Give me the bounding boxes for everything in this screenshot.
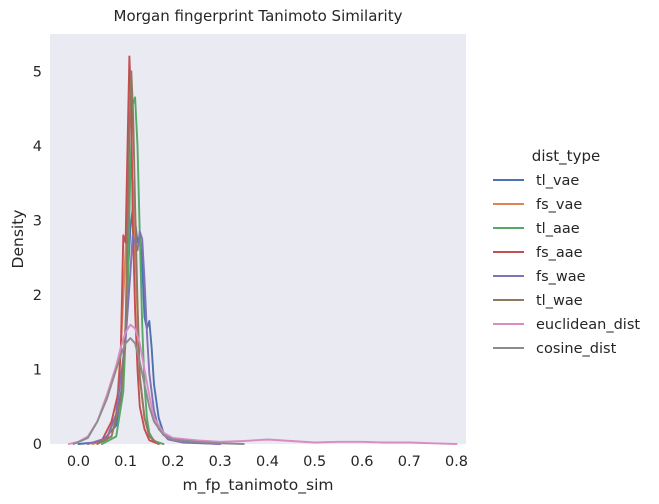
series-line-cosine-dist (72, 337, 245, 445)
y-axis-label: Density (9, 210, 27, 269)
series-line-fs-aae (86, 55, 160, 445)
chart-title: Morgan fingerprint Tanimoto Similarity (114, 7, 403, 25)
legend-label-tl-wae: tl_wae (536, 293, 583, 309)
legend-label-tl-vae: tl_vae (536, 173, 579, 189)
y-tick-label: 5 (33, 64, 42, 80)
series-line-euclidean-dist (67, 323, 458, 445)
legend-label-tl-aae: tl_aae (536, 221, 580, 237)
x-tick-label: 0.6 (350, 454, 373, 470)
series-line-tl-aae (101, 96, 165, 445)
y-tick-label: 3 (33, 213, 42, 229)
legend-label-cosine-dist: cosine_dist (536, 341, 617, 357)
x-axis-ticks: 0.0 0.1 0.2 0.3 0.4 0.5 0.6 0.7 0.8 (67, 454, 468, 470)
y-tick-label: 0 (33, 437, 42, 453)
y-tick-label: 1 (33, 363, 42, 379)
x-tick-label: 0.2 (161, 454, 184, 470)
legend-label-fs-aae: fs_aae (536, 245, 583, 261)
legend: dist_type tl_vae fs_vae tl_aae fs_aae fs_wae… (493, 147, 640, 357)
x-tick-label: 0.0 (67, 454, 90, 470)
y-axis-ticks: 0 1 2 3 4 5 (33, 64, 42, 453)
x-tick-label: 0.8 (445, 454, 468, 470)
x-tick-label: 0.5 (303, 454, 326, 470)
legend-label-fs-vae: fs_vae (536, 197, 582, 213)
legend-label-euclidean-dist: euclidean_dist (536, 317, 640, 333)
x-tick-label: 0.7 (398, 454, 421, 470)
y-tick-label: 2 (33, 288, 42, 304)
y-tick-label: 4 (33, 139, 42, 155)
series-line-tl-wae (96, 70, 160, 445)
legend-label-fs-wae: fs_wae (536, 269, 586, 285)
x-tick-label: 0.1 (114, 454, 137, 470)
x-tick-label: 0.4 (256, 454, 279, 470)
density-curves (67, 55, 458, 445)
x-axis-label: m_fp_tanimoto_sim (183, 476, 334, 495)
legend-title: dist_type (532, 147, 600, 166)
x-tick-label: 0.3 (209, 454, 232, 470)
